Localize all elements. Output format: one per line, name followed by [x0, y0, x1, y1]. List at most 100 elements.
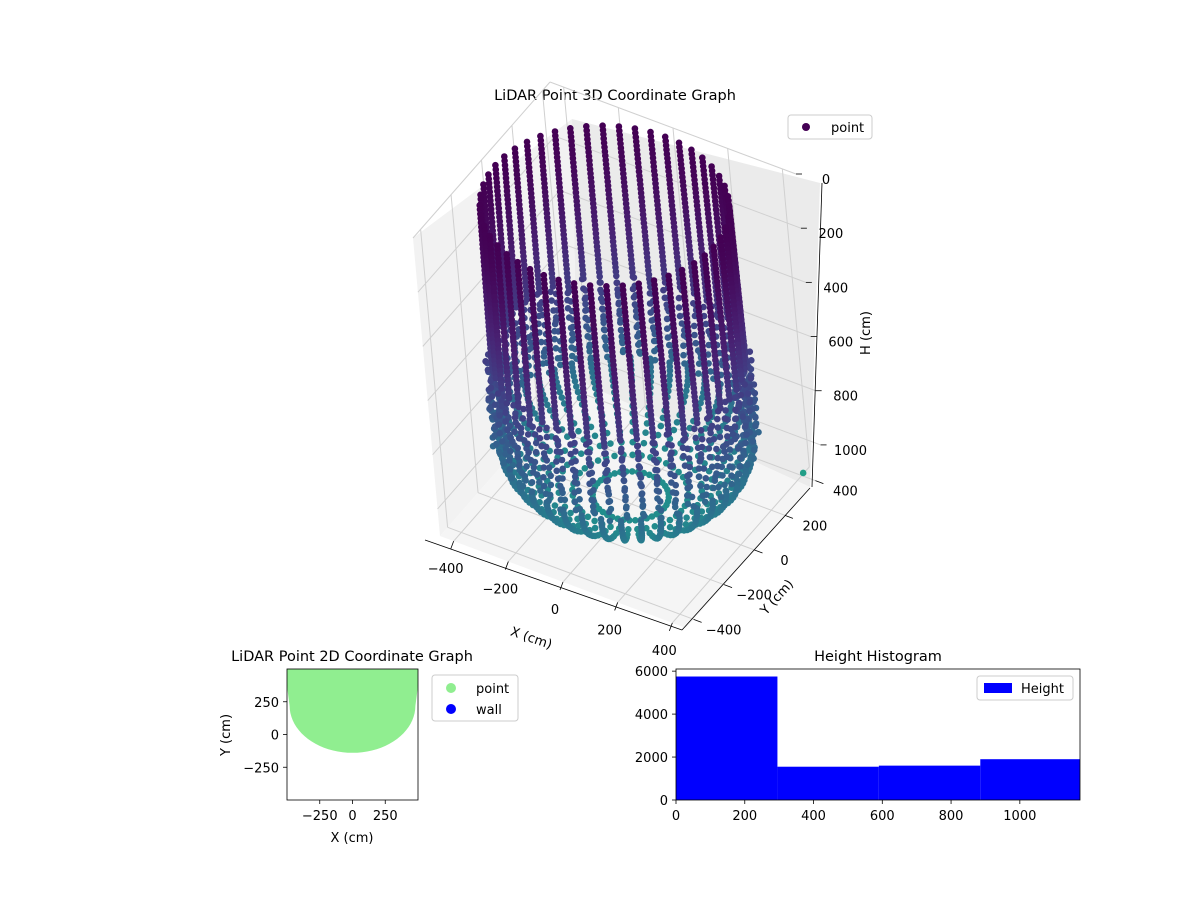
- data-point: [499, 438, 506, 445]
- y-tick-label: −400: [706, 623, 742, 638]
- data-point: [680, 452, 687, 460]
- data-point: [616, 310, 623, 318]
- data-point: [651, 440, 658, 447]
- data-point: [587, 489, 594, 496]
- y-tick-label: −200: [736, 589, 772, 604]
- data-point: [664, 334, 672, 341]
- data-point: [707, 368, 714, 375]
- data-point: [523, 296, 531, 303]
- data-point: [713, 445, 720, 453]
- data-point: [584, 448, 591, 456]
- data-point: [649, 433, 657, 441]
- data-point: [681, 360, 688, 367]
- data-point: [737, 462, 744, 470]
- data-point: [665, 382, 673, 389]
- data-point: [692, 434, 699, 442]
- data-point: [738, 376, 745, 383]
- y-tick: [693, 618, 702, 623]
- grid-back-h: [559, 189, 806, 283]
- data-point: [637, 521, 645, 528]
- data-point: [597, 279, 604, 286]
- data-point: [646, 290, 654, 297]
- x-tick-label-2d: 0: [348, 809, 356, 824]
- x-tick-label-hist: 800: [939, 809, 964, 824]
- data-point: [554, 475, 562, 483]
- data-point: [732, 415, 740, 422]
- data-point: [569, 335, 577, 343]
- y-tick-label: 400: [833, 485, 858, 500]
- data-point: [537, 487, 544, 495]
- data-point: [643, 420, 651, 427]
- data-point: [604, 353, 611, 361]
- data-point: [589, 373, 597, 381]
- data-point: [540, 464, 548, 471]
- x-tick-label: −200: [482, 583, 518, 598]
- data-point: [695, 370, 702, 377]
- data-point: [571, 377, 579, 385]
- data-point: [651, 356, 659, 364]
- data-point: [619, 464, 626, 471]
- data-point: [737, 391, 745, 399]
- data-point: [640, 512, 648, 520]
- data-point: [653, 467, 661, 474]
- point-cloud: [476, 122, 807, 544]
- data-point: [636, 464, 644, 472]
- data-point: [726, 463, 734, 470]
- data-point: [680, 342, 687, 350]
- data-point: [703, 491, 710, 499]
- data-point: [726, 446, 734, 454]
- data-point: [558, 394, 566, 401]
- data-point: [744, 461, 751, 468]
- y-tick-label-2d: 0: [271, 729, 279, 744]
- data-point: [617, 319, 624, 326]
- y-tick-label-2d: −250: [243, 761, 279, 776]
- data-point: [695, 465, 703, 472]
- data-point: [661, 294, 669, 302]
- x-tick-label: 0: [551, 603, 559, 618]
- data-point: [669, 462, 676, 470]
- data-point: [622, 496, 629, 504]
- data-point: [715, 483, 722, 491]
- ticks-histogram: 0 200 400 600 800 1000 0 2000 4000 6000: [635, 665, 1036, 824]
- data-point: [673, 510, 681, 517]
- data-point: [630, 294, 638, 301]
- grid-back-x: [781, 168, 810, 467]
- data-point: [557, 361, 564, 369]
- data-point: [667, 456, 675, 463]
- grid-left-h: [412, 81, 551, 239]
- data-point: [548, 297, 555, 304]
- data-point: [571, 489, 578, 496]
- x-tick-label-hist: 200: [732, 809, 757, 824]
- data-point: [496, 429, 504, 437]
- legend-histogram-swatch: [984, 683, 1012, 693]
- data-point: [635, 341, 642, 349]
- h-tick-label: 200: [818, 227, 843, 242]
- data-point: [719, 472, 726, 479]
- y-axis-line: [681, 487, 811, 631]
- data-point: [733, 386, 740, 394]
- data-point: [493, 440, 500, 448]
- data-point: [588, 496, 595, 504]
- x-tick-label: −400: [428, 562, 464, 577]
- data-point: [514, 453, 521, 461]
- data-point: [683, 387, 690, 395]
- x-tick-label-hist: 0: [672, 809, 680, 824]
- data-point: [653, 459, 660, 466]
- data-point: [491, 432, 499, 439]
- data-point: [529, 493, 536, 501]
- legend-3d: point: [787, 114, 873, 140]
- data-point: [613, 279, 620, 287]
- h-tick-label: 1000: [834, 444, 867, 459]
- data-point: [583, 433, 591, 440]
- data-point: [599, 306, 607, 313]
- data-point: [713, 470, 720, 477]
- data-point: [523, 463, 530, 470]
- data-point: [752, 422, 759, 430]
- data-point: [586, 341, 594, 349]
- data-point: [752, 414, 759, 421]
- x-axis-label-2d: X (cm): [331, 831, 374, 846]
- data-point: [649, 324, 657, 331]
- data-point: [693, 508, 701, 516]
- data-point: [542, 490, 550, 498]
- data-point: [594, 457, 602, 464]
